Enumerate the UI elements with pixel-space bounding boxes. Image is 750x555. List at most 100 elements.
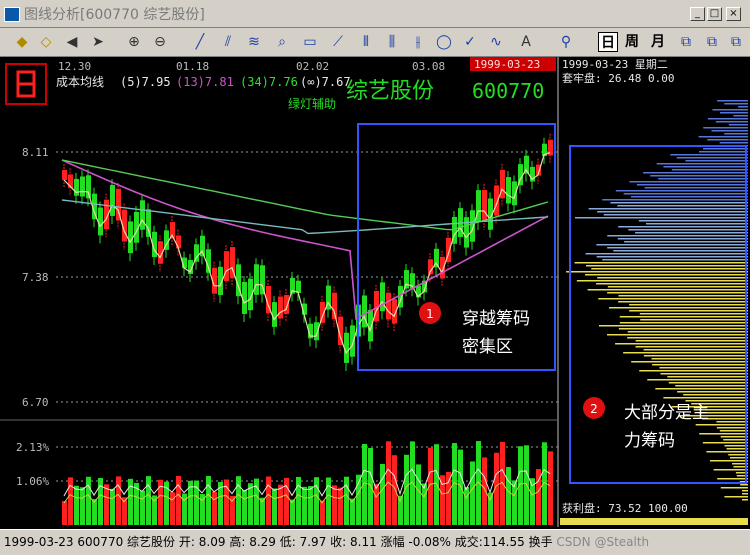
chip-bar (703, 127, 748, 129)
status-date: 1999-03-23 (3, 535, 74, 549)
volume-marker (278, 519, 283, 525)
stock-chart[interactable]: 12.30 01.18 02.02 03.08 1999-03-23 成本均线 … (0, 57, 750, 527)
volume-marker (422, 519, 427, 525)
candle-body (104, 199, 109, 230)
ma5-line (63, 151, 551, 355)
candle-body (428, 259, 433, 275)
chip-bar (742, 490, 748, 492)
chip-bar (685, 400, 748, 402)
cursor-icon[interactable]: ➤ (92, 34, 104, 50)
circle-tool-icon[interactable]: ◯ (436, 34, 452, 50)
volume-bar (134, 482, 139, 521)
chip-bar (742, 499, 748, 501)
rectangle-tool-icon[interactable]: ▭ (303, 34, 317, 50)
volume-marker (272, 519, 277, 525)
volume-marker (542, 519, 547, 525)
arrow-tool-icon[interactable]: ⟋ (333, 34, 343, 50)
volume-marker (452, 519, 457, 525)
candle-body (536, 164, 541, 176)
close-button[interactable]: × (726, 7, 741, 21)
chip-bar (597, 211, 748, 213)
check-tool-icon[interactable]: ✓ (464, 34, 476, 50)
period-month-button[interactable]: 月 (651, 34, 665, 50)
volume-bar (380, 463, 385, 521)
window-tile-icon[interactable]: ⧉ (681, 34, 691, 50)
pin-icon[interactable]: ⚲ (560, 34, 572, 50)
period-day-button[interactable]: 日 (598, 32, 618, 52)
chip-bar (609, 307, 748, 309)
chip-bar (655, 388, 748, 390)
volume-marker (512, 519, 517, 525)
volume-bar (140, 490, 145, 521)
volume-marker (260, 519, 265, 525)
volume-marker (296, 519, 301, 525)
chip-bar (724, 445, 748, 447)
wave-tool-icon[interactable]: ≋ (248, 34, 260, 50)
volume-bar (128, 478, 133, 521)
volume-bar (500, 441, 505, 521)
chip-bar (615, 190, 748, 192)
chip-bar (724, 103, 748, 105)
volume-marker (464, 519, 469, 525)
status-low: 7.97 (299, 535, 327, 549)
candle-body (242, 281, 247, 314)
candle-body (266, 285, 271, 314)
chip-bar (607, 247, 748, 249)
volume-marker (110, 519, 115, 525)
period-week-button[interactable]: 周 (625, 34, 639, 50)
fibonacci-tool-icon[interactable]: ⫲ (415, 34, 421, 50)
chip-bar (679, 415, 748, 417)
chip-bar (724, 496, 748, 498)
text-tool-icon[interactable]: A (521, 34, 531, 50)
volume-bar (464, 487, 469, 521)
chip-bar (638, 220, 748, 222)
chip-bar (619, 316, 748, 318)
chip-bar (702, 442, 748, 444)
candle-body (410, 273, 415, 289)
chip-bar (716, 427, 748, 429)
volume-bar (68, 477, 73, 521)
volume-marker (188, 519, 193, 525)
candle-body (350, 325, 355, 357)
volume-ma-line-1 (63, 468, 551, 497)
status-high-label: 高: (229, 535, 246, 549)
line-tool-icon[interactable]: ╱ (195, 34, 205, 50)
curve-tool-icon[interactable]: ∿ (490, 34, 502, 50)
candle-body (248, 278, 253, 311)
volume-bar (170, 492, 175, 521)
window-arrange-icon[interactable]: ⧉ (731, 34, 741, 50)
volume-bar (422, 483, 427, 521)
app-icon (4, 7, 20, 22)
maximize-button[interactable]: □ (707, 7, 722, 21)
volume-marker (386, 519, 391, 525)
chip-bar (596, 244, 748, 246)
chip-bar (663, 166, 748, 168)
grid-tool-icon[interactable]: ⫼ (388, 34, 396, 50)
ellipse-tool-icon[interactable]: ⌕ (278, 34, 286, 50)
candle-body (230, 247, 235, 279)
volume-marker (194, 519, 199, 525)
volume-marker (140, 519, 145, 525)
arrow-left-icon[interactable]: ◀ (66, 34, 78, 50)
chip-bar (685, 160, 748, 162)
chip-bar (607, 292, 748, 294)
candle-body (452, 216, 457, 244)
candle-body (332, 292, 337, 320)
volume-marker (488, 519, 493, 525)
candle-body (98, 207, 103, 236)
diamond-icon[interactable]: ◆ (16, 34, 28, 50)
window-cascade-icon[interactable]: ⧉ (707, 34, 717, 50)
diamond-outline-icon[interactable]: ◇ (40, 34, 52, 50)
zoom-out-icon[interactable]: ⊖ (154, 34, 166, 50)
chip-bar (730, 457, 748, 459)
volume-bar (446, 471, 451, 521)
chip-bar (691, 403, 748, 405)
volume-marker (242, 519, 247, 525)
zoom-in-icon[interactable]: ⊕ (128, 34, 140, 50)
chip-bar (659, 367, 748, 369)
parallel-line-icon[interactable]: ⫽ (224, 34, 232, 50)
candle-body (272, 302, 277, 327)
candle-body (488, 198, 493, 230)
vertical-lines-icon[interactable]: ⦀ (362, 34, 370, 50)
minimize-button[interactable]: _ (690, 7, 705, 21)
